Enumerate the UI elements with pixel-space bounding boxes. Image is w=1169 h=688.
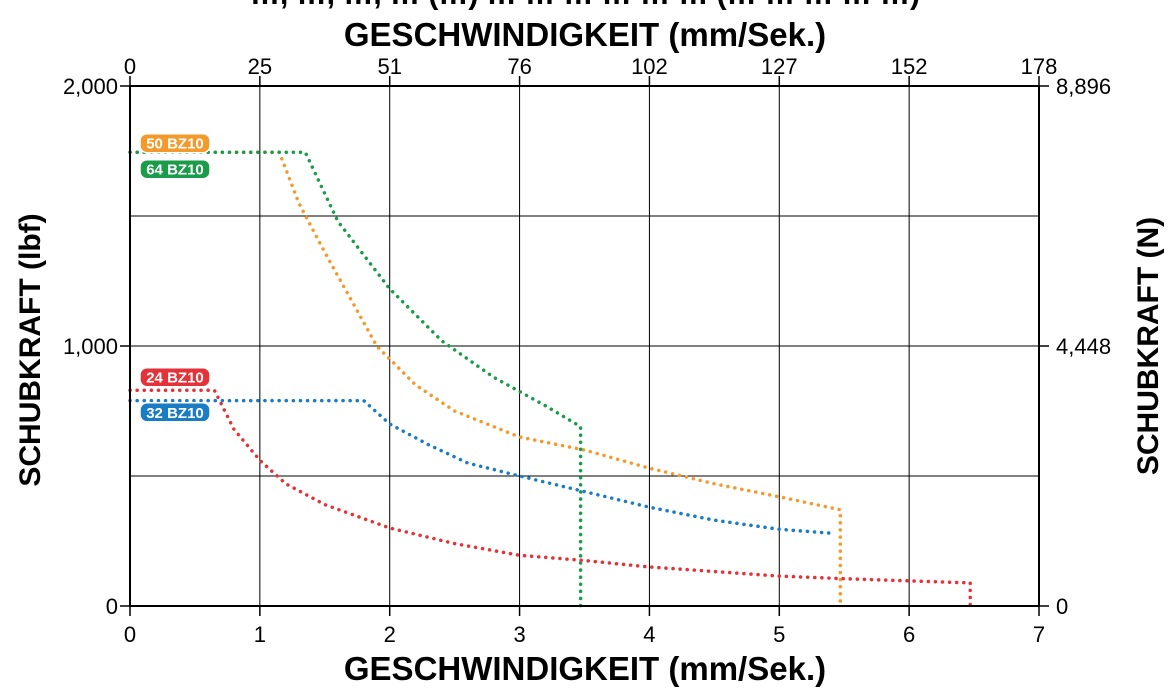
- x-tick-label-top: 51: [377, 54, 401, 79]
- y-tick-label-left: 0: [106, 594, 118, 619]
- grid: [130, 86, 1039, 606]
- x-tick-label-top: 25: [248, 54, 272, 79]
- y-tick-label-left: 2,000: [63, 74, 118, 99]
- x-tick-label-bottom: 4: [643, 622, 655, 647]
- series-line-64-bz10: [128, 150, 583, 608]
- x-tick-label-bottom: 0: [124, 622, 136, 647]
- x-tick-label-bottom: 2: [384, 622, 396, 647]
- legend-pill-24-bz10: [139, 366, 211, 388]
- x-tick-label-bottom: 3: [513, 622, 525, 647]
- legend-pill-50-bz10: [139, 132, 211, 154]
- legend-pill-32-bz10: [139, 402, 211, 423]
- x-axis-title-bottom: GESCHWINDIGKEIT (mm/Sek.): [344, 650, 826, 687]
- y-tick-label-right: 8,896: [1056, 74, 1111, 99]
- x-tick-label-bottom: 1: [254, 622, 266, 647]
- legend-label-32-bz10: 32 BZ10: [146, 405, 204, 422]
- legend-labels: 50 BZ10 64 BZ10 24 BZ10 32 BZ10: [139, 132, 211, 423]
- legend-label-64-bz10: 64 BZ10: [146, 162, 204, 179]
- x-tick-label-top: 102: [631, 54, 668, 79]
- series-line-24-bz10: [128, 388, 972, 608]
- y-axis-title-right: SCHUBKRAFT (N): [1132, 217, 1165, 475]
- series-line-32-bz10: [128, 398, 833, 535]
- x-tick-label-top: 76: [507, 54, 531, 79]
- x-tick-label-top: 152: [891, 54, 928, 79]
- legend-label-24-bz10: 24 BZ10: [146, 370, 204, 387]
- plot-frame: [129, 85, 1040, 607]
- x-tick-label-top: 127: [761, 54, 798, 79]
- series-line-50-bz10: [128, 150, 843, 608]
- y-tick-label-right: 0: [1056, 594, 1068, 619]
- y-axis-title-left: SCHUBKRAFT (lbf): [14, 213, 47, 486]
- legend-label-50-bz10: 50 BZ10: [146, 136, 204, 153]
- y-tick-label-right: 4,448: [1056, 334, 1111, 359]
- x-tick-label-top: 178: [1021, 54, 1058, 79]
- x-tick-label-bottom: 6: [903, 622, 915, 647]
- x-tick-label-bottom: 5: [773, 622, 785, 647]
- series-lines: [128, 150, 972, 608]
- legend-pill-64-bz10: [139, 158, 211, 180]
- x-axis-title-top: GESCHWINDIGKEIT (mm/Sek.): [344, 16, 826, 53]
- axis-ticks: 0 1 2 3 4 5 6 70 25 51 76 102 127 152 17801,0002,00004…: [63, 54, 1111, 647]
- x-tick-label-top: 0: [124, 54, 136, 79]
- y-tick-label-left: 1,000: [63, 334, 118, 359]
- x-tick-label-bottom: 7: [1033, 622, 1045, 647]
- chart-title-fragment: …, …, …, … (…) … … … … … … (… … … … …): [250, 0, 920, 11]
